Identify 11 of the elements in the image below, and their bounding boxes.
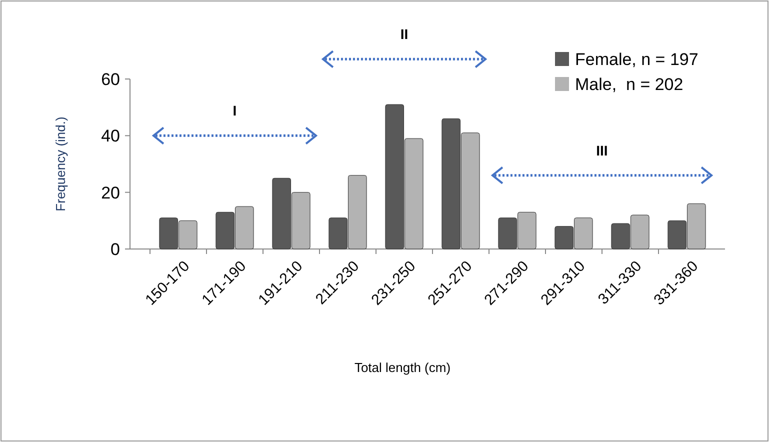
- y-tick-label: 20: [101, 183, 120, 202]
- legend-label: Male, n = 202: [575, 74, 684, 94]
- x-axis-title: Total length (cm): [354, 360, 451, 375]
- text: II: [400, 26, 408, 42]
- annotation: I: [232, 102, 237, 119]
- y-axis-title: Frequency (ind.): [53, 116, 68, 212]
- annotation: III: [596, 142, 608, 158]
- y-tick-label: 60: [101, 70, 120, 89]
- legend-label: Female, n = 197: [575, 50, 698, 69]
- y-tick-label: 0: [110, 240, 120, 259]
- y-tick-label: 40: [101, 126, 120, 146]
